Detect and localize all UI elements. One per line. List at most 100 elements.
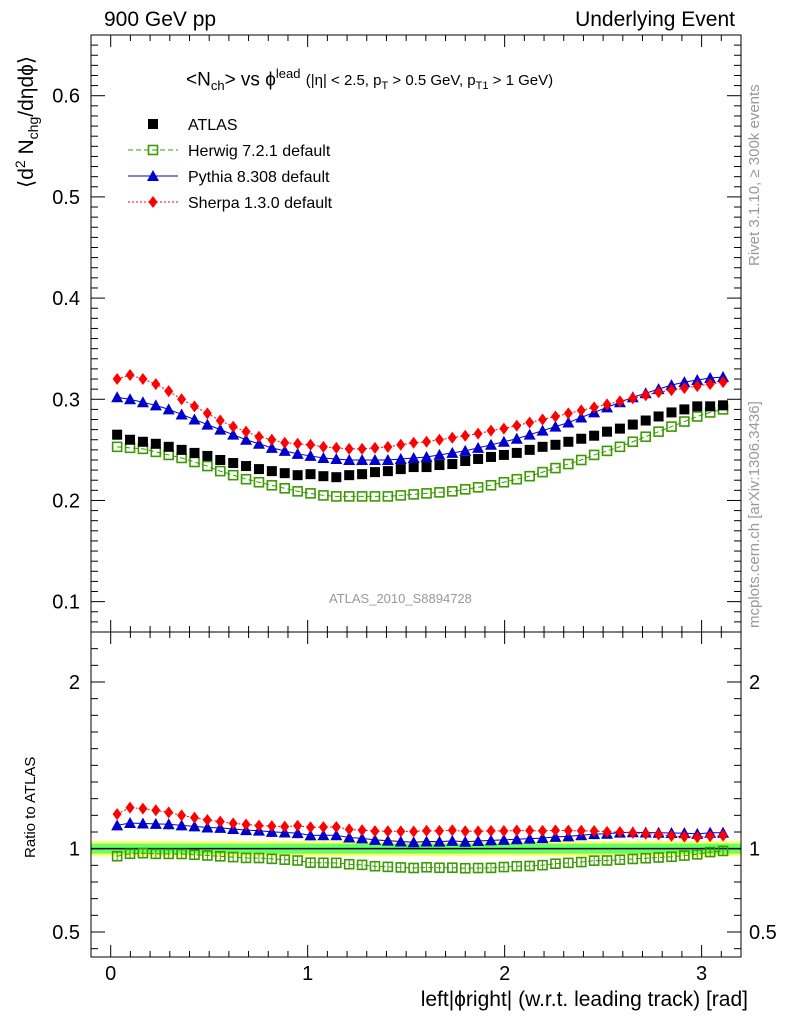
data-point-sherpa (705, 378, 715, 391)
ratio-y-tick-label: 1 (69, 839, 80, 861)
ratio-point-herwig (214, 851, 226, 862)
ratio-point-herwig (111, 850, 123, 862)
data-point-sherpa (383, 440, 393, 453)
ratio-point-sherpa (679, 830, 689, 843)
legend-label-sherpa: Sherpa 1.3.0 default (188, 195, 333, 212)
axis-ticks: 0 1 2 3 0.1 0.2 0.3 0.4 0.5 0.6 0.5 0.5 1 1 2 2 (52, 35, 777, 985)
ratio-point-sherpa (666, 829, 676, 842)
ratio-point-pythia (549, 830, 562, 842)
legend-marker-herwig (147, 144, 159, 156)
data-point-atlas (292, 470, 303, 481)
ratio-point-herwig (498, 861, 510, 873)
data-point-atlas (666, 407, 677, 418)
ratio-point-sherpa (306, 821, 316, 834)
data-point-atlas (279, 468, 290, 479)
data-point-atlas (112, 429, 123, 440)
plot-frames (90, 34, 742, 958)
data-point-herwig (111, 441, 123, 453)
data-point-herwig (369, 491, 381, 502)
data-point-sherpa (112, 373, 122, 386)
ratio-point-herwig (382, 861, 394, 873)
series-atlas (112, 400, 729, 483)
ratio-point-sherpa (692, 831, 702, 844)
data-point-sherpa (357, 442, 367, 455)
ratio-point-pythia (446, 834, 459, 846)
x-tick-label: 3 (696, 963, 707, 985)
ratio-point-sherpa (654, 828, 664, 841)
ratio-point-pythia (510, 833, 523, 845)
ratio-point-pythia (291, 827, 304, 839)
data-point-atlas (241, 461, 252, 472)
ratio-point-herwig (511, 860, 523, 872)
ratio-point-herwig (524, 860, 535, 872)
data-point-sherpa (202, 407, 212, 420)
ratio-point-pythia (356, 832, 369, 844)
data-point-pythia (433, 448, 446, 460)
ratio-point-sherpa (460, 825, 470, 838)
data-point-herwig (537, 466, 548, 478)
data-point-pythia (343, 453, 356, 465)
ratio-y-tick-label: 0.5 (52, 922, 80, 944)
ratio-point-sherpa (396, 825, 406, 838)
data-point-pythia (562, 416, 575, 428)
ratio-point-sherpa (718, 829, 728, 842)
data-point-atlas (369, 467, 380, 478)
data-point-sherpa (422, 435, 432, 448)
data-point-atlas (576, 433, 587, 444)
data-point-atlas (563, 436, 574, 447)
ratio-point-herwig (691, 849, 703, 860)
data-point-herwig (472, 482, 484, 493)
data-point-sherpa (576, 404, 586, 417)
data-point-herwig (253, 476, 265, 488)
ratio-point-pythia (136, 817, 149, 829)
y-tick-label: 0.1 (52, 592, 80, 614)
series-pythia (111, 371, 730, 465)
ratio-series (111, 801, 730, 874)
y-label-sub: chg (25, 116, 42, 140)
title-main-rest: > vs ϕ (224, 69, 276, 91)
data-point-sherpa (241, 425, 251, 438)
data-point-atlas (395, 464, 406, 475)
ratio-point-herwig (421, 861, 432, 873)
ratio-point-sherpa (267, 820, 277, 833)
data-point-herwig (421, 488, 432, 499)
legend-entry-pythia: Pythia 8.308 default (128, 169, 330, 186)
legend-entry-sherpa: Sherpa 1.3.0 default (128, 195, 333, 212)
ratio-series-sherpa (112, 801, 728, 844)
data-point-sherpa (189, 400, 199, 413)
data-point-atlas (447, 459, 458, 470)
legend-marker-pythia (147, 170, 159, 181)
ratio-point-pythia (420, 835, 433, 847)
ratio-y-tick-label-right: 2 (749, 672, 760, 694)
x-tick-label: 2 (499, 963, 510, 985)
ratio-point-pythia (201, 821, 214, 833)
data-point-sherpa (344, 442, 354, 455)
data-point-pythia (420, 450, 433, 462)
data-point-sherpa (228, 420, 238, 433)
data-point-sherpa (654, 386, 664, 399)
ratio-point-sherpa (422, 824, 432, 837)
ratio-point-sherpa (112, 808, 122, 821)
ratio-point-herwig (434, 862, 445, 874)
ratio-point-sherpa (318, 821, 328, 834)
ratio-point-herwig (653, 852, 664, 863)
title-cuts-b: > 0.5 GeV, p (388, 72, 476, 90)
ratio-point-sherpa (615, 826, 625, 839)
data-point-herwig (279, 483, 291, 494)
data-point-herwig (588, 449, 600, 461)
title-cuts-sub1: T (381, 80, 389, 93)
data-point-herwig (305, 488, 316, 499)
ratio-point-herwig (176, 848, 187, 860)
legend-label-atlas: ATLAS (188, 117, 238, 134)
data-point-sherpa (177, 393, 187, 406)
data-point-pythia (201, 418, 214, 430)
data-point-atlas (176, 444, 187, 455)
data-point-pythia (136, 396, 149, 408)
data-point-herwig (601, 445, 613, 457)
data-point-sherpa (589, 401, 599, 414)
title-main: <N (186, 69, 211, 91)
data-point-atlas (602, 426, 613, 437)
ratio-point-pythia (381, 834, 394, 846)
data-point-herwig (292, 486, 303, 497)
